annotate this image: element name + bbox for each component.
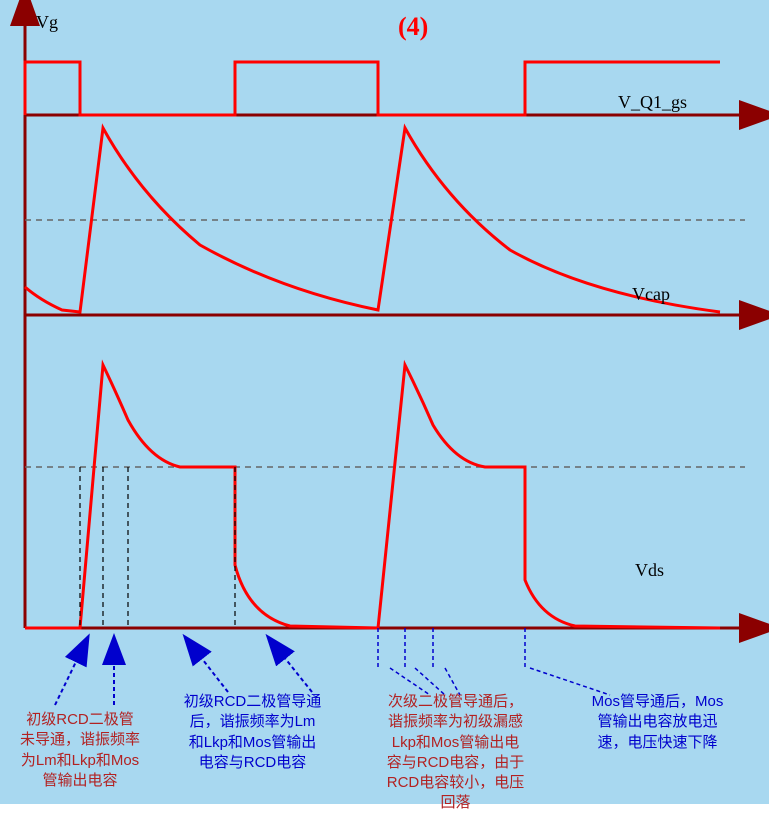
vds-waveform xyxy=(25,365,720,628)
connector xyxy=(445,668,460,695)
label-vcap: Vcap xyxy=(632,284,670,305)
annotation-1: 初级RCD二极管未导通，谐振频率为Lm和Lkp和Mos管输出电容 xyxy=(0,710,160,791)
connector xyxy=(530,668,610,695)
label-vg: Vg xyxy=(36,12,58,33)
anno-arrow-3 xyxy=(185,637,228,692)
anno-arrow-4 xyxy=(268,637,312,692)
annotation-4: Mos管导通后，Mos管输出电容放电迅速，电压快速下降 xyxy=(560,692,755,753)
diagram-svg xyxy=(0,0,769,804)
vg-waveform xyxy=(25,62,720,115)
label-vds: Vds xyxy=(635,560,664,581)
diagram-container: (4) Vg V_Q1_gs Vcap Vds 初级RCD二极管未导通，谐振频率… xyxy=(0,0,769,804)
connector xyxy=(390,668,430,695)
annotation-2: 初级RCD二极管导通后，谐振频率为Lm和Lkp和Mos管输出电容与RCD电容 xyxy=(155,692,350,773)
annotation-3: 次级二极管导通后，谐振频率为初级漏感Lkp和Mos管输出电容与RCD电容，由于R… xyxy=(358,692,553,814)
anno-arrow-1 xyxy=(55,637,88,705)
label-vq1gs: V_Q1_gs xyxy=(618,92,687,113)
connector xyxy=(415,668,445,695)
figure-title: (4) xyxy=(398,12,428,42)
